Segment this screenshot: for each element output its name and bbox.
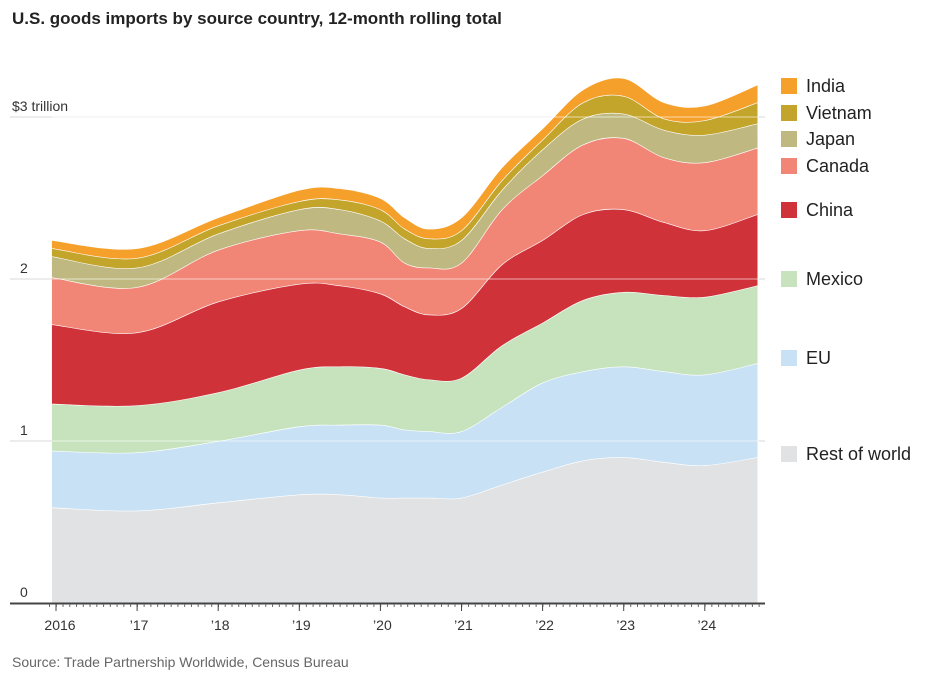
source-note: Source: Trade Partnership Worldwide, Cen…	[12, 654, 349, 670]
area-rest-of-world	[51, 457, 758, 603]
area-eu	[51, 363, 758, 511]
legend-item-eu: EU	[781, 348, 831, 368]
x-tick-label: ’22	[535, 617, 554, 633]
legend-label: Rest of world	[806, 444, 911, 464]
x-tick-label: ’21	[454, 617, 473, 633]
chart-title: U.S. goods imports by source country, 12…	[12, 9, 502, 28]
area-japan	[51, 112, 758, 289]
legend-label: India	[806, 76, 846, 96]
legend-label: Japan	[806, 129, 855, 149]
y-tick-label: $3 trillion	[12, 98, 68, 114]
legend-swatch	[781, 105, 797, 121]
legend-label: Vietnam	[806, 103, 872, 123]
area-canada	[51, 137, 758, 334]
legend-swatch	[781, 202, 797, 218]
legend-swatch	[781, 271, 797, 287]
legend-swatch	[781, 350, 797, 366]
legend-item-china: China	[781, 200, 854, 220]
legend-swatch	[781, 131, 797, 147]
legend-item-rest-of-world: Rest of world	[781, 444, 911, 464]
x-tick-label: ’23	[616, 617, 635, 633]
x-tick-label: ’17	[130, 617, 149, 633]
y-tick-label: 1	[20, 422, 28, 438]
legend-item-vietnam: Vietnam	[781, 103, 872, 123]
area-vietnam	[51, 94, 758, 269]
x-tick-label: ’24	[697, 617, 716, 633]
y-tick-label: 2	[20, 260, 28, 276]
x-tick-label: ’19	[292, 617, 311, 633]
legend-label: Canada	[806, 156, 870, 176]
x-tick-label: 2016	[44, 617, 75, 633]
legend-label: EU	[806, 348, 831, 368]
area-boundary	[51, 136, 758, 289]
legend-item-japan: Japan	[781, 129, 855, 149]
area-boundary	[51, 76, 758, 250]
legend-label: China	[806, 200, 854, 220]
legend-item-india: India	[781, 76, 846, 96]
legend-item-canada: Canada	[781, 156, 870, 176]
y-tick-label: 0	[20, 584, 28, 600]
area-china	[51, 208, 758, 406]
x-tick-label: ’20	[373, 617, 392, 633]
area-mexico	[51, 285, 758, 453]
legend-swatch	[781, 158, 797, 174]
legend-swatch	[781, 78, 797, 94]
area-india	[51, 77, 758, 259]
x-tick-label: ’18	[211, 617, 230, 633]
legend-swatch	[781, 446, 797, 462]
legend-item-mexico: Mexico	[781, 269, 863, 289]
legend-label: Mexico	[806, 269, 863, 289]
